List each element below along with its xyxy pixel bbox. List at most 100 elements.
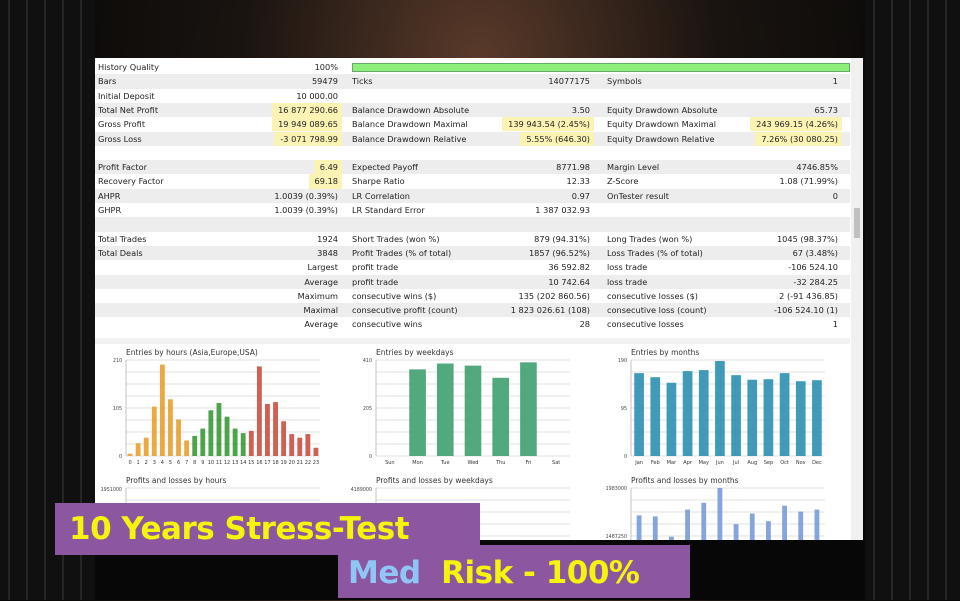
bar [248, 430, 254, 456]
label-col1: Total Deals [98, 247, 143, 258]
label-col1: Profit Factor [98, 162, 148, 173]
report-row: Maximal consecutive profit (count) 1 823 0… [95, 303, 850, 318]
label-col2: LR Standard Error [352, 205, 425, 215]
y-tick-label: 190 [618, 358, 627, 364]
label-col3: Loss Trades (% of total) [607, 247, 703, 258]
bar [650, 377, 661, 456]
report-row: Bars 59479 Ticks 14077175 Symbols 1 [95, 74, 850, 89]
x-tick-label: Wed [468, 460, 479, 466]
x-tick-label: Jul [732, 460, 739, 466]
scrollbar-thumb[interactable] [854, 208, 860, 238]
report-row [95, 146, 850, 160]
label-col3: loss trade [607, 276, 648, 287]
chart-2: Entries by months 0 95 190 Jan Feb Mar Apr May Ju… [618, 348, 825, 466]
value-col2: 1 823 026.61 (108) [510, 305, 590, 316]
chart-title: Profits and losses by hours [126, 476, 227, 485]
bar [436, 363, 454, 456]
x-tick-label: 19 [280, 460, 286, 466]
x-tick-label: Sun [385, 460, 395, 466]
x-tick-label: 16 [256, 460, 262, 466]
y-tick-label: 0 [119, 454, 122, 460]
report-row [95, 217, 850, 232]
bar [240, 433, 246, 456]
report-row: History Quality 100% [95, 60, 850, 74]
label-col3: loss trade [607, 262, 648, 273]
report-row: Average profit trade 10 742.64 loss trade -3… [95, 274, 850, 289]
value-col3: 1.08 (71.99%) [779, 176, 838, 187]
value-col3: 4746.85% [796, 162, 838, 173]
value-col3: 7.26% (30 080.25) [755, 131, 842, 146]
chart-0: Entries by hours (Asia,Europe,USA)010521… [113, 348, 320, 466]
value-col2: 0.97 [571, 190, 590, 201]
value-col3: 1 [832, 319, 838, 330]
value-col1: Maximum [297, 290, 338, 301]
label-col1: GHPR [98, 205, 122, 215]
label-col1: AHPR [98, 190, 121, 201]
bar [685, 509, 691, 540]
value-col2: 3.50 [571, 104, 590, 115]
x-tick-label: 8 [193, 460, 196, 466]
x-tick-label: 9 [201, 460, 204, 466]
value-col1: Average [304, 276, 338, 287]
value-col1: 10 000.00 [296, 90, 338, 101]
y-tick-label: 210 [113, 358, 122, 364]
x-tick-label: Aug [747, 460, 757, 466]
bar [520, 362, 537, 456]
label-col2: Short Trades (won %) [352, 233, 440, 244]
x-tick-label: Thu [495, 460, 505, 466]
label-col3: Equity Drawdown Absolute [607, 104, 718, 115]
value-col1: 16 877 290.66 [272, 102, 342, 118]
report-row: GHPR 1.0039 (0.39%) LR Standard Error 1 387… [95, 203, 850, 217]
value-col1: Average [304, 319, 338, 330]
report-row: Initial Deposit 10 000.00 [95, 89, 850, 103]
x-tick-label: 3 [153, 460, 156, 466]
report-row: AHPR 1.0039 (0.39%) LR Correlation 0.97 OnTe… [95, 188, 850, 203]
x-tick-label: 18 [272, 460, 278, 466]
bar [814, 509, 820, 540]
x-tick-label: Jun [715, 460, 724, 466]
bar [168, 399, 173, 456]
y-tick-label: 1487250 [606, 534, 627, 540]
label-col3: Equity Drawdown Maximal [607, 119, 717, 130]
value-col1: 1.0039 (0.39%) [274, 190, 338, 201]
x-tick-label: 14 [240, 460, 246, 466]
bar [216, 402, 222, 456]
bar [747, 379, 758, 456]
bar [464, 365, 482, 456]
x-tick-label: 22 [305, 460, 311, 466]
label-col2: profit trade [352, 262, 399, 273]
label-col2: Balance Drawdown Maximal [352, 119, 468, 130]
bar [715, 361, 725, 456]
label-col2: Balance Drawdown Absolute [352, 104, 470, 115]
bar [731, 375, 741, 456]
value-col2: 8771.98 [556, 162, 590, 173]
x-tick-label: 20 [289, 460, 295, 466]
value-col2: 5.55% (646.30) [520, 131, 594, 146]
x-tick-label: 6 [177, 460, 180, 466]
label-col3: consecutive loss (count) [607, 305, 707, 316]
x-tick-label: 4 [161, 460, 164, 466]
value-col1: 100% [314, 62, 338, 72]
label-col2: Balance Drawdown Relative [352, 133, 467, 144]
bar [782, 505, 788, 540]
x-tick-label: 2 [145, 460, 148, 466]
banner-line1: 10 Years Stress-Test [69, 511, 410, 547]
background-right [865, 0, 960, 600]
label-col1: Total Trades [98, 233, 147, 244]
x-tick-label: 10 [208, 460, 214, 466]
bar [652, 516, 658, 540]
bar [779, 373, 790, 456]
banner-risk-text: Risk - 100% [441, 555, 640, 591]
label-col2: consecutive profit (count) [352, 305, 458, 316]
y-tick-label: 4189000 [351, 487, 372, 493]
label-col2: consecutive wins [352, 319, 423, 330]
value-col2: 1857 (96.52%) [528, 247, 590, 258]
value-col2: 10 742.64 [548, 276, 590, 287]
value-col1: 59479 [311, 76, 338, 87]
label-col1: Total Net Profit [98, 104, 159, 115]
background-left [0, 0, 95, 600]
value-col1: 69.18 [308, 174, 342, 189]
bar [798, 511, 804, 540]
y-tick-label: 95 [621, 406, 627, 412]
scrollbar[interactable] [851, 58, 863, 540]
